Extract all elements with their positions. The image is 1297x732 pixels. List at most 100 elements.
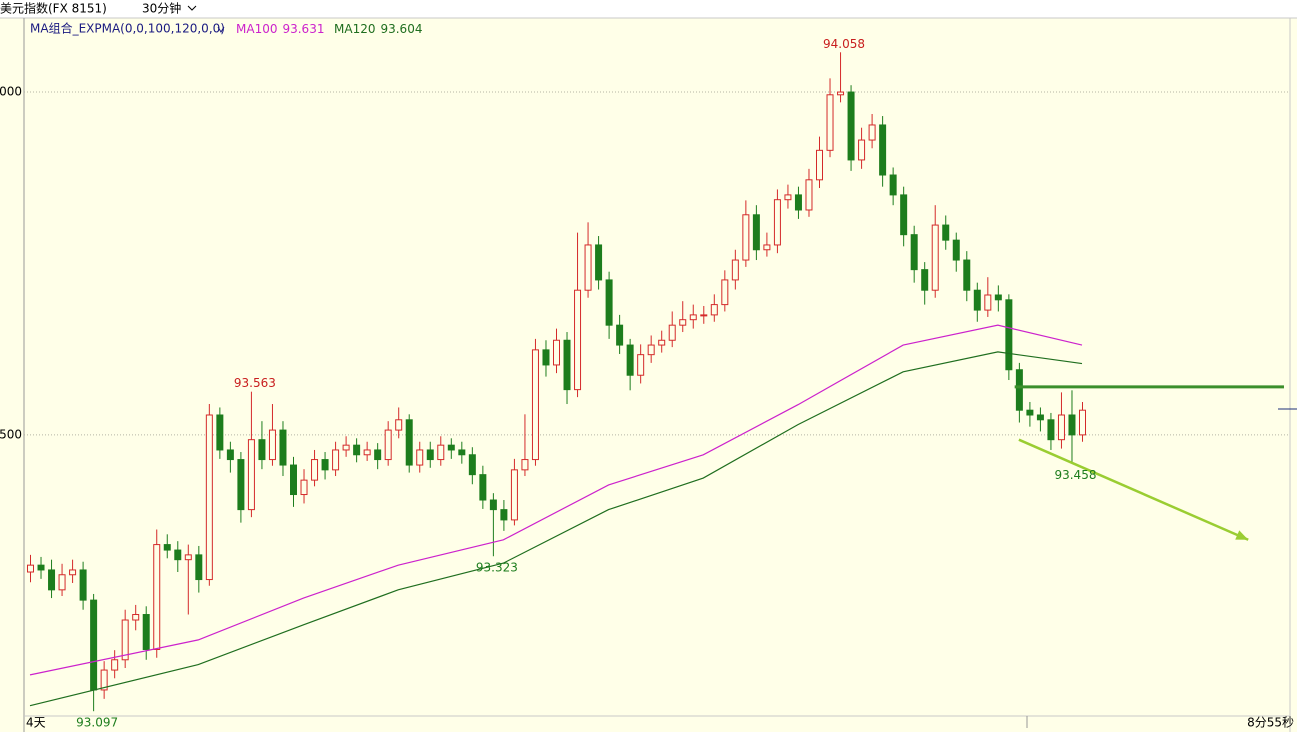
candle-body (879, 124, 887, 176)
candle-body (605, 279, 613, 326)
candle-body (479, 474, 487, 501)
candle-body (290, 464, 297, 496)
candle-body (868, 124, 876, 141)
candle-body (405, 419, 413, 466)
extreme-label: 93.323 (476, 561, 518, 575)
y-tick-label: 93.500 (0, 427, 22, 441)
ma-line (29, 324, 1083, 676)
candle-body (58, 574, 66, 591)
countdown: 8分55秒 (1247, 716, 1294, 730)
candle-body (258, 439, 266, 461)
candle-body (100, 669, 108, 691)
candle-body (963, 259, 971, 291)
candle-body (521, 459, 529, 471)
candle-body (1036, 414, 1044, 421)
candle-body (847, 91, 855, 161)
candle-body (700, 314, 708, 317)
candle-body (1015, 369, 1023, 411)
candle-body (205, 414, 213, 581)
candle-body (689, 314, 697, 321)
candle-body (794, 194, 802, 211)
legend-name: MA120 (334, 22, 375, 36)
candle-body (637, 354, 645, 376)
candle-body (973, 289, 981, 311)
candle-body (1026, 409, 1034, 416)
candle-body (837, 91, 845, 96)
candle-body (342, 444, 350, 451)
candle-body (247, 439, 255, 511)
candle-body (584, 244, 592, 291)
extreme-label: 93.563 (234, 376, 276, 390)
candle-body (37, 564, 45, 571)
candle-body (658, 339, 666, 346)
indicator[interactable]: MA组合_EXPMA(0,0,100,120,0,0) (30, 21, 225, 36)
candle-body (752, 214, 760, 251)
candle-body (458, 449, 466, 456)
arrow-head (1235, 530, 1249, 540)
candle-body (984, 294, 992, 311)
candle-body (921, 269, 929, 291)
candle-body (321, 459, 329, 471)
candle-body (163, 544, 171, 551)
candle-body (300, 479, 308, 496)
candle-body (553, 339, 560, 366)
candle-body (437, 444, 445, 461)
candle-body (626, 344, 634, 376)
y-tick-label: 94.000 (0, 85, 22, 99)
candle-body (826, 94, 834, 151)
period-label: 4天 (26, 716, 46, 730)
candle-body (889, 174, 897, 196)
candle-body (142, 614, 150, 650)
candle-body (1068, 414, 1076, 436)
candle-body (237, 459, 245, 511)
dropdown-icon[interactable] (187, 5, 197, 11)
candle-body (153, 544, 161, 650)
candle-body (311, 459, 319, 481)
candle-body (216, 414, 224, 451)
candle-body (563, 339, 571, 391)
candle-body (69, 569, 77, 576)
candle-body (426, 449, 434, 461)
candle-body (531, 349, 539, 461)
candle-body (447, 444, 455, 451)
candle-body (763, 244, 771, 251)
candle-body (616, 324, 624, 346)
candle-body (1005, 299, 1013, 371)
header-bar (0, 0, 1297, 18)
candle-body (816, 149, 823, 181)
candle-body (111, 659, 119, 671)
candle-body (679, 319, 687, 326)
extreme-label: 93.097 (76, 716, 118, 730)
extreme-label: 93.458 (1054, 468, 1096, 482)
candle-body (542, 349, 550, 366)
candle-body (942, 224, 950, 241)
candle-body (489, 499, 497, 511)
candle-body (910, 234, 918, 271)
candle-body (416, 449, 424, 466)
trend-arrow (1018, 438, 1249, 541)
candle-body (994, 294, 1002, 301)
candle-body (332, 449, 340, 471)
candle-body (510, 469, 518, 521)
candle-body (858, 139, 866, 161)
legend-item: MA100 93.631 (236, 22, 324, 36)
candle-body (721, 279, 729, 306)
candle-body (279, 429, 287, 466)
interval[interactable]: 30分钟 (142, 1, 181, 16)
candle-body (574, 289, 582, 391)
candle-body (184, 554, 192, 561)
indicator-icon[interactable] (217, 26, 225, 33)
ma-line (29, 351, 1083, 707)
candle-body (226, 449, 234, 461)
candle-body (668, 324, 676, 341)
extreme-label: 94.058 (823, 37, 865, 51)
candle-body (48, 569, 56, 591)
candle-body (353, 444, 361, 456)
candle-body (900, 194, 908, 236)
candle-body (731, 259, 739, 281)
candle-body (79, 569, 87, 601)
legend-value: 93.631 (282, 22, 324, 36)
candle-body (90, 599, 98, 691)
